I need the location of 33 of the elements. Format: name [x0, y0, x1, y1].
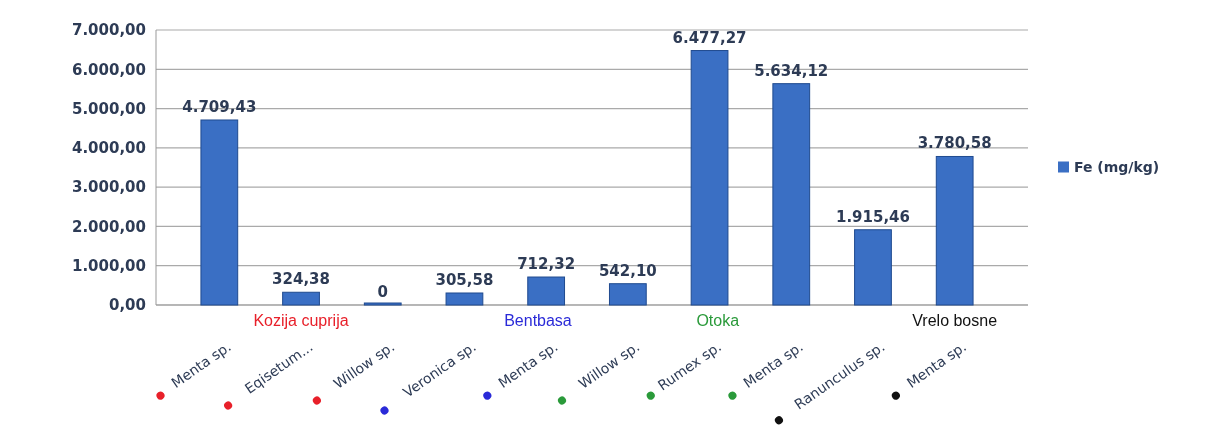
- data-label: 5.634,12: [754, 61, 829, 80]
- bar: [690, 50, 729, 306]
- y-tick-label: 5.000,00: [71, 99, 146, 118]
- text: Vrelo bosne: [912, 312, 998, 329]
- data-label: 6.477,27: [672, 28, 747, 47]
- y-tick-label: 1.000,00: [71, 256, 146, 275]
- text: Kozija cuprija: [253, 312, 349, 329]
- bar: [200, 119, 239, 306]
- data-label: 712,32: [517, 255, 576, 274]
- bar: [608, 283, 647, 306]
- bar: [935, 155, 974, 306]
- bar: [854, 229, 892, 306]
- bar: [527, 276, 566, 306]
- legend-label: Fe (mg/kg): [1074, 159, 1160, 176]
- text: Otoka: [696, 312, 740, 329]
- data-label: 0: [377, 283, 388, 301]
- bar: [282, 291, 320, 306]
- text: Bentbasa: [504, 312, 572, 329]
- y-tick-label: 2.000,00: [71, 217, 146, 236]
- data-label: 324,38: [272, 270, 330, 289]
- bar: [772, 83, 811, 306]
- bar: [363, 302, 402, 306]
- data-label: 3.780,58: [917, 134, 992, 153]
- data-label: 4.709,43: [182, 97, 257, 116]
- data-label: 1.915,46: [835, 207, 910, 226]
- y-tick-label: 4.000,00: [71, 139, 146, 158]
- y-tick-label: 7.000,00: [71, 21, 146, 40]
- y-tick-label: 6.000,00: [71, 60, 146, 79]
- y-tick-label: 0,00: [108, 296, 146, 315]
- data-label: 542,10: [598, 261, 657, 280]
- data-label: 305,58: [435, 271, 494, 289]
- y-tick-label: 3.000,00: [71, 178, 146, 197]
- bar: [445, 292, 484, 306]
